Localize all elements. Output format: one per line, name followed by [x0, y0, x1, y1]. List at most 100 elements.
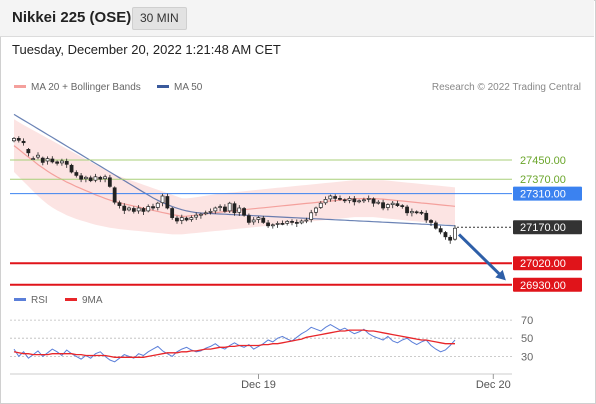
legend-ma50-swatch — [157, 85, 169, 88]
candle-body — [294, 222, 299, 224]
candle-body — [232, 203, 237, 214]
candle-body — [55, 161, 60, 164]
candle-body — [328, 195, 333, 200]
candle-body — [50, 158, 55, 163]
timestamp: Tuesday, December 20, 2022 1:21:48 AM CE… — [12, 42, 281, 57]
candle-body — [83, 176, 88, 180]
candle-body — [443, 232, 448, 238]
candle-body — [21, 140, 26, 144]
rsi-panel: 70 50 30 Dec 19 Dec 20 — [10, 315, 533, 391]
candle-body — [314, 207, 318, 213]
rsi-tick-label-2: 30 — [521, 351, 533, 363]
candle-body — [36, 154, 40, 158]
candle-body — [31, 158, 36, 160]
candle-body — [208, 211, 213, 213]
candle-body — [266, 222, 270, 227]
candle-body — [256, 217, 261, 220]
candle-body — [433, 222, 438, 229]
candle-body — [347, 198, 352, 201]
candle-body — [318, 202, 323, 208]
legend-ma50-label: MA 50 — [174, 82, 203, 93]
candle-body — [438, 228, 443, 233]
price-level-label-4: 27020.00 — [520, 258, 566, 270]
price-level-label-1: 27370.00 — [520, 174, 566, 186]
price-level-box-5 — [513, 277, 582, 292]
candle-body — [323, 199, 328, 204]
interval-button[interactable]: 30 MIN — [132, 7, 187, 30]
candle-body — [385, 204, 390, 208]
candle-body — [376, 201, 381, 204]
candle-body — [342, 199, 347, 202]
candle-body — [141, 208, 146, 212]
candle-body — [93, 176, 98, 181]
candle-body — [194, 214, 199, 218]
candle-body — [395, 203, 400, 206]
candle-body — [127, 207, 131, 211]
candle-body — [60, 160, 64, 164]
candle-body — [175, 217, 179, 222]
price-level-label-5: 26930.00 — [520, 280, 566, 292]
candle-body — [199, 213, 203, 216]
candle-body — [79, 175, 84, 180]
forecast-arrow-head — [495, 269, 506, 281]
candle-body — [429, 220, 433, 223]
candle-body — [453, 227, 457, 240]
candle-body — [151, 206, 155, 209]
candle-body — [179, 217, 184, 221]
candle-body — [400, 205, 405, 207]
candle-body — [26, 149, 31, 154]
candle-body — [223, 206, 227, 212]
legend-rsi-label: RSI — [31, 295, 48, 306]
candle-body — [184, 217, 189, 221]
price-level-label-2: 27310.00 — [520, 189, 566, 201]
candle-body — [88, 177, 93, 182]
candle-body — [165, 196, 170, 209]
candle-body — [371, 198, 376, 204]
rsi-series-9ma — [13, 329, 455, 358]
candle-body — [16, 138, 21, 141]
price-level-box-4 — [513, 256, 582, 271]
candle-body — [251, 219, 256, 223]
candle-body — [237, 207, 242, 213]
candle-body — [381, 202, 385, 209]
legend-ma20-label: MA 20 + Bollinger Bands — [31, 82, 141, 93]
candle-body — [112, 187, 117, 203]
candle-body — [333, 196, 338, 199]
candle-body — [74, 172, 79, 176]
candle-body — [270, 224, 275, 227]
candle-body — [146, 206, 151, 212]
candle-body — [103, 176, 107, 180]
candle-body — [280, 223, 285, 225]
candle-body — [170, 208, 175, 218]
header-bar: Nikkei 225 (OSE) 30 MIN — [0, 0, 594, 37]
legend-9ma-swatch — [65, 298, 77, 301]
candle-body — [409, 211, 414, 214]
candle-body — [366, 198, 371, 200]
candle-body — [242, 208, 246, 216]
price-level-label-3: 27170.00 — [520, 222, 566, 234]
price-panel: 27450.00 27370.00 27310.00 27170.00 27020.00… — [10, 113, 582, 292]
candle-body — [12, 138, 16, 142]
candle-body — [309, 212, 314, 220]
candle-body — [160, 195, 165, 204]
x-tick-label-0: Dec 19 — [241, 379, 276, 391]
candle-body — [131, 208, 136, 212]
candle-body — [69, 164, 74, 173]
candle-body — [189, 217, 194, 220]
candle-body — [155, 202, 160, 208]
candle-body — [352, 198, 357, 203]
candle-body — [362, 199, 366, 202]
rsi-series-rsi — [13, 324, 456, 363]
instrument-title: Nikkei 225 (OSE) — [12, 9, 132, 26]
legend-ma20-swatch — [14, 85, 26, 88]
candle-body — [246, 215, 251, 223]
candle-body — [64, 161, 69, 165]
candle-body — [203, 212, 208, 215]
candle-body — [448, 236, 453, 241]
candle-body — [122, 205, 127, 211]
price-level-box-3 — [513, 220, 582, 235]
candle-body — [136, 207, 141, 212]
research-credit: Research © 2022 Trading Central — [432, 82, 581, 93]
candle-body — [45, 158, 50, 162]
